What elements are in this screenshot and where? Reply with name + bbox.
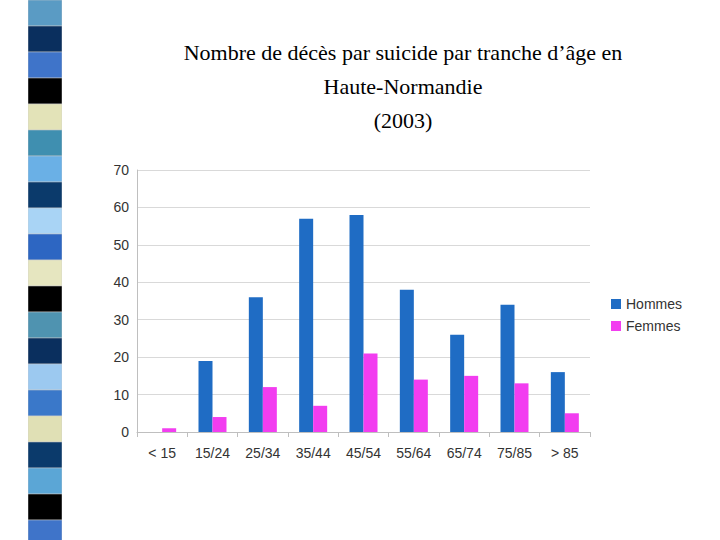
svg-text:55/64: 55/64 xyxy=(396,445,431,461)
svg-text:(2003): (2003) xyxy=(374,108,433,133)
svg-text:15/24: 15/24 xyxy=(195,445,230,461)
svg-text:0: 0 xyxy=(121,424,129,440)
svg-text:10: 10 xyxy=(113,387,129,403)
svg-text:70: 70 xyxy=(113,162,129,178)
svg-text:> 85: > 85 xyxy=(551,445,579,461)
svg-text:65/74: 65/74 xyxy=(447,445,482,461)
svg-text:< 15: < 15 xyxy=(148,445,176,461)
svg-text:Femmes: Femmes xyxy=(626,318,680,334)
svg-text:50: 50 xyxy=(113,237,129,253)
svg-text:45/54: 45/54 xyxy=(346,445,381,461)
svg-text:35/44: 35/44 xyxy=(296,445,331,461)
svg-text:40: 40 xyxy=(113,274,129,290)
svg-text:Hommes: Hommes xyxy=(626,296,682,312)
svg-text:30: 30 xyxy=(113,312,129,328)
svg-text:Haute-Normandie: Haute-Normandie xyxy=(324,74,483,99)
svg-text:Nombre de décès par suicide pa: Nombre de décès par suicide par tranche … xyxy=(184,40,623,65)
svg-text:20: 20 xyxy=(113,349,129,365)
svg-text:75/85: 75/85 xyxy=(497,445,532,461)
svg-text:25/34: 25/34 xyxy=(245,445,280,461)
svg-text:60: 60 xyxy=(113,199,129,215)
